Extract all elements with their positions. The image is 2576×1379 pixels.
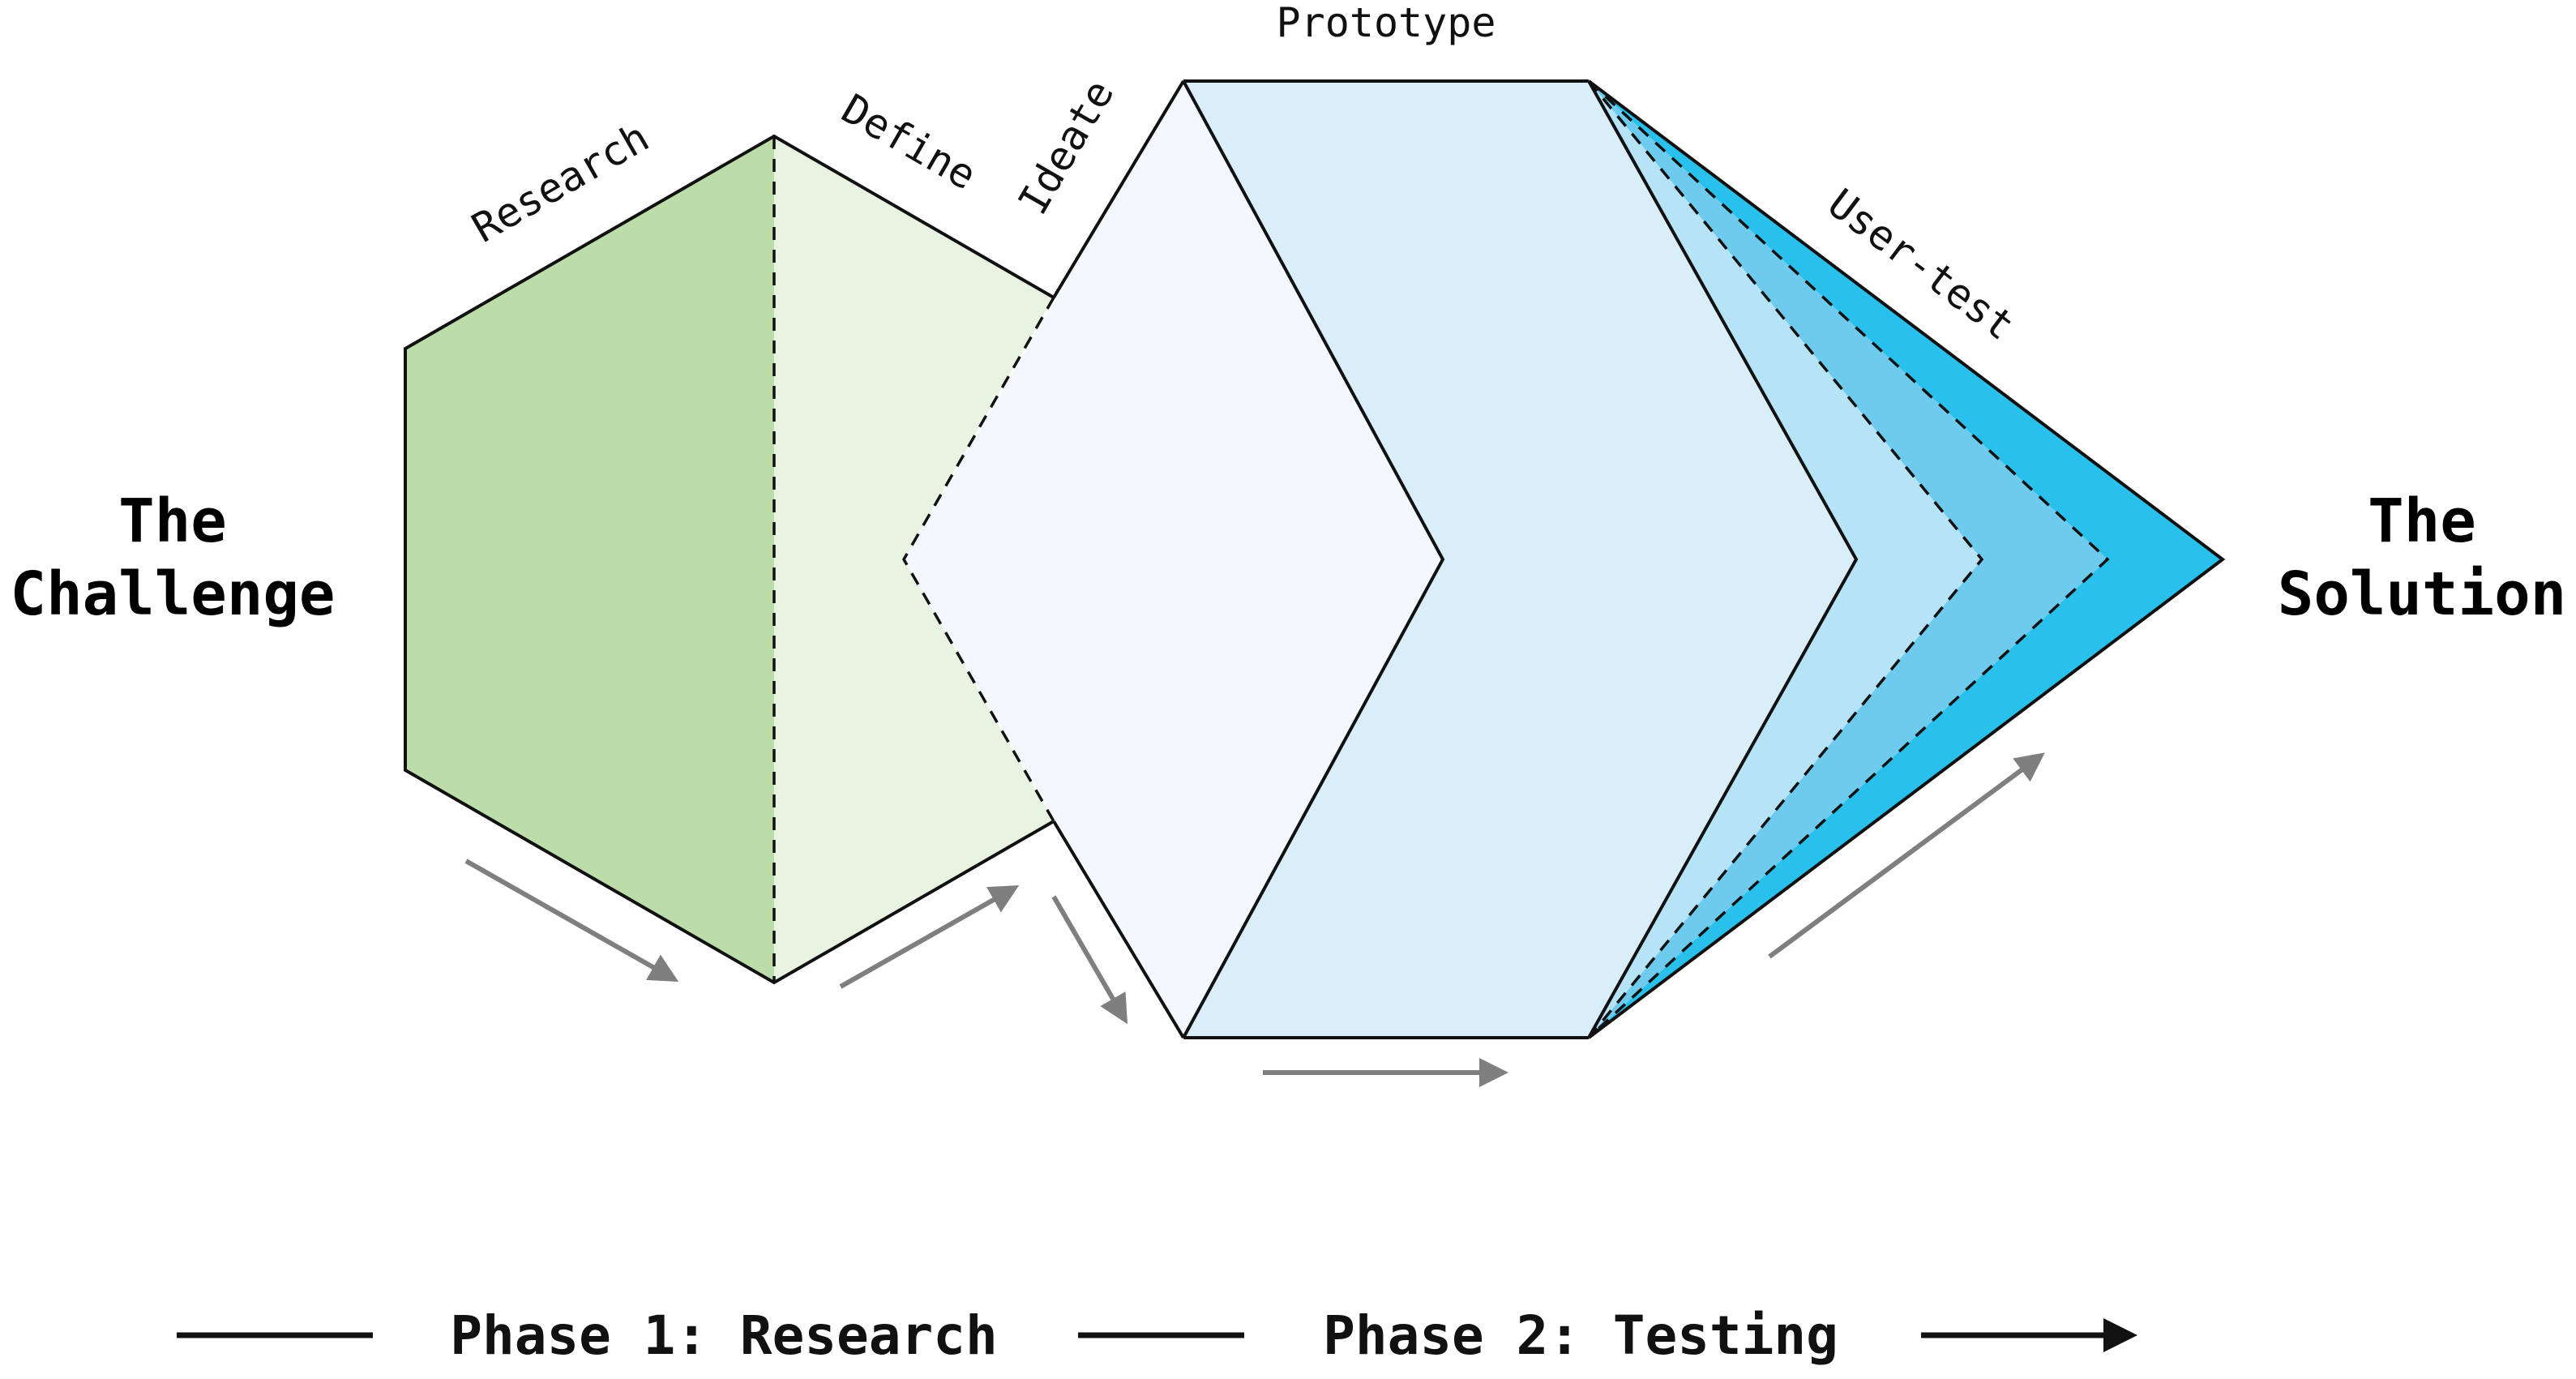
ideate-shape bbox=[904, 81, 1443, 1038]
challenge-label-line1: The bbox=[118, 486, 227, 556]
prototype-front-edge bbox=[1182, 80, 1445, 1039]
solution-label-line2: Solution bbox=[2278, 559, 2566, 629]
hexagon-outline bbox=[404, 134, 1055, 985]
ideate-hidden-edge bbox=[901, 297, 1055, 822]
stage-label-ideate: Ideate bbox=[1009, 72, 1123, 222]
flow-arrow-research bbox=[464, 859, 679, 982]
flow-arrow-define bbox=[839, 885, 1020, 989]
research-shape bbox=[405, 136, 774, 983]
user-test-mid-shape bbox=[1589, 81, 2107, 1038]
flow-arrow-user-test bbox=[1768, 752, 2045, 959]
ideate-edge-bottom bbox=[1052, 820, 1185, 1039]
user-test-dash-outer bbox=[1587, 79, 2110, 1039]
ideate-edge-top bbox=[1052, 79, 1185, 299]
phase-1-label: Phase 1: Research bbox=[450, 1304, 998, 1367]
challenge-label-line2: Challenge bbox=[11, 559, 336, 629]
prototype-back-edge bbox=[1587, 80, 1859, 1039]
user-test-outer-edge bbox=[1587, 79, 2226, 1039]
solution-label-line1: The bbox=[2368, 486, 2476, 556]
user-test-dash-inner bbox=[1587, 79, 1984, 1039]
define-shape bbox=[774, 136, 1054, 983]
flow-arrow-ideate bbox=[1051, 895, 1128, 1025]
phase-2-label: Phase 2: Testing bbox=[1323, 1304, 1838, 1367]
user-test-light-shape bbox=[1589, 81, 1982, 1038]
stage-label-prototype: Prototype bbox=[1277, 0, 1496, 46]
prototype-shape bbox=[1183, 81, 1856, 1038]
